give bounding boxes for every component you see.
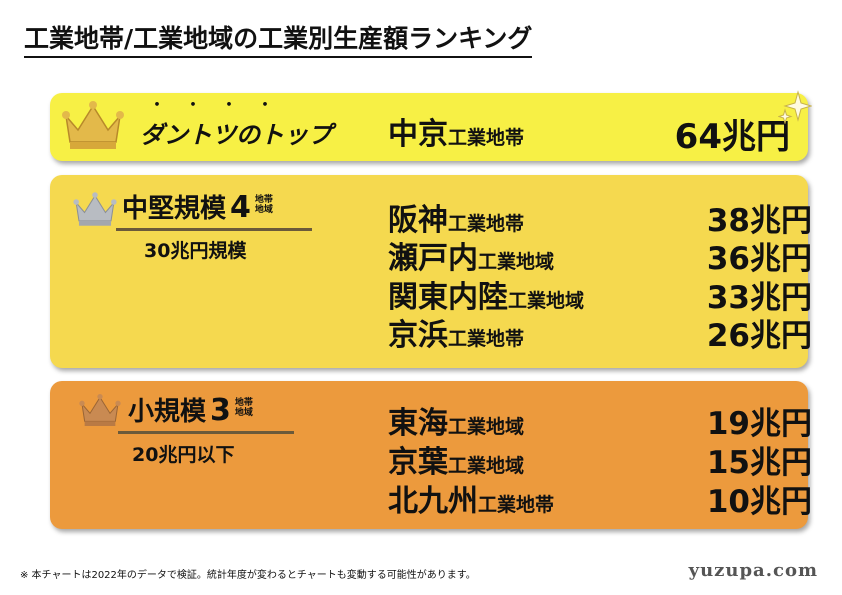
rank-count: 4	[230, 190, 251, 225]
region-suffix: 工業地帯	[448, 127, 525, 149]
rank-label: 中堅規模	[122, 194, 227, 224]
region-row: 阪神工業地帯	[388, 203, 525, 238]
region-name: 中京	[388, 117, 448, 152]
rank-label: 小規模	[128, 397, 207, 427]
brand-watermark: yuzupa.com	[688, 560, 818, 581]
rank-count-unit: 地帯 地域	[234, 398, 253, 418]
top-region: 中京工業地帯	[388, 109, 524, 153]
rank-count: 3	[210, 393, 231, 428]
mid-rank-heading: 中堅規模 4 地帯 地域	[122, 190, 277, 225]
region-row: 東海工業地域	[388, 406, 525, 441]
emphasis-dots: ・・・・	[148, 95, 292, 116]
region-amount: 33兆円	[706, 280, 812, 316]
region-row: 京葉工業地域	[388, 445, 525, 480]
region-row: 瀬戸内工業地域	[388, 241, 555, 276]
footnote: ※ 本チャートは2022年のデータで検証。統計年度が変わるとチャートも変動する可…	[20, 570, 476, 581]
region-amount: 19兆円	[706, 406, 812, 442]
region-amount: 15兆円	[706, 445, 812, 481]
heading-underline	[116, 228, 312, 231]
page-title: 工業地帯/工業地域の工業別生産額ランキング	[24, 22, 533, 58]
region-amount: 26兆円	[706, 318, 812, 354]
low-rank-panel	[50, 381, 808, 529]
gold-crown-icon	[62, 101, 124, 149]
heading-underline	[118, 431, 294, 434]
region-amount: 10兆円	[706, 484, 812, 520]
top-tagline: ダントツのトップ	[140, 121, 332, 149]
bronze-crown-icon	[79, 394, 121, 426]
region-row: 北九州工業地帯	[388, 484, 555, 519]
low-rank-heading: 小規模 3 地帯 地域	[128, 393, 257, 428]
region-row: 関東内陸工業地域	[388, 280, 585, 315]
region-amount: 38兆円	[706, 203, 812, 239]
top-amount: 64兆円	[674, 117, 790, 157]
mid-subtitle: 30兆円規模	[144, 240, 247, 262]
low-subtitle: 20兆円以下	[132, 444, 235, 466]
rank-count-unit: 地帯 地域	[254, 195, 273, 215]
sparkle-icon	[778, 90, 812, 124]
mid-rank-panel	[50, 175, 808, 368]
top-rank-panel	[50, 93, 808, 161]
region-row: 京浜工業地帯	[388, 318, 525, 353]
region-amount: 36兆円	[706, 241, 812, 277]
silver-crown-icon	[73, 192, 117, 226]
